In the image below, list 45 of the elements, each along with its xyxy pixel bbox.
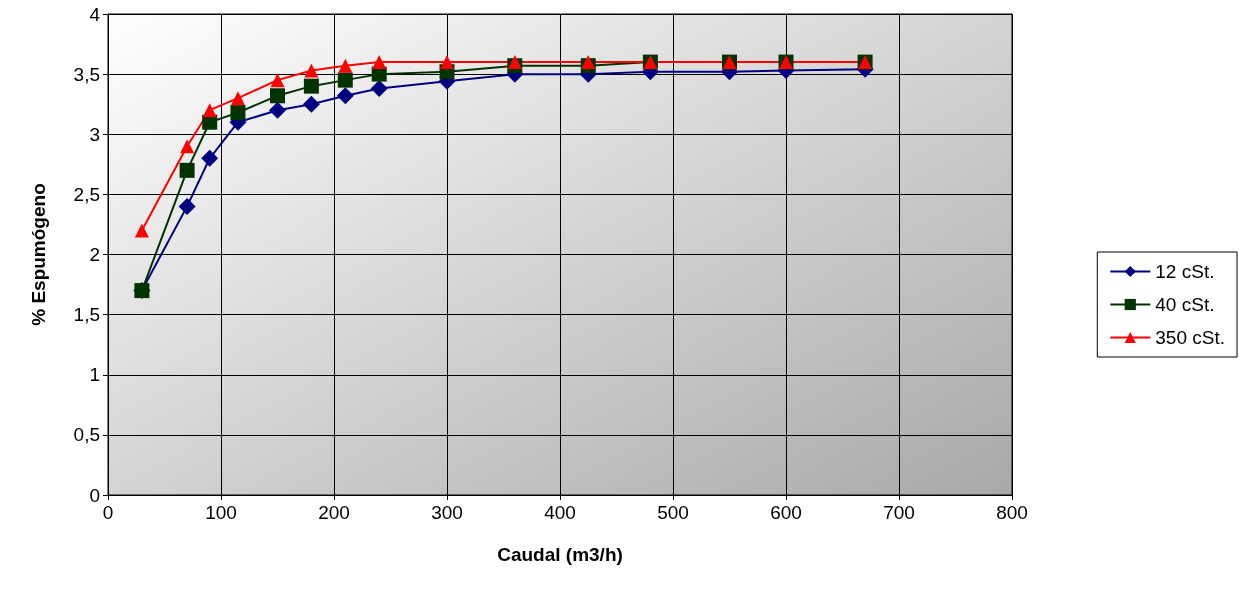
point: [202, 103, 217, 118]
y-tick-label: 0: [89, 484, 100, 506]
x-tick-label: 200: [318, 502, 350, 523]
x-tick-label: 500: [657, 502, 689, 523]
point: [336, 87, 354, 105]
y-tick-label: 3: [89, 123, 100, 145]
point: [178, 197, 196, 215]
y-tick-label: 2: [89, 244, 100, 265]
legend-label: 12 cSt.: [1155, 261, 1215, 282]
y-tick-label: 1: [89, 364, 100, 386]
y-tick-label: 2,5: [73, 183, 100, 205]
point: [230, 91, 245, 106]
legend-label: 350 cSt.: [1155, 327, 1226, 348]
point: [270, 73, 285, 88]
y-tick-label: 4: [89, 3, 101, 25]
point: [302, 95, 320, 113]
point: [269, 101, 286, 119]
point: [581, 55, 596, 70]
point: [180, 139, 195, 154]
y-tick-label: 3,5: [73, 63, 100, 85]
point: [134, 223, 149, 238]
point: [201, 149, 219, 167]
x-tick-label: 600: [770, 502, 802, 523]
point: [230, 105, 246, 121]
y-axis-title: % Espumógeno: [28, 183, 49, 326]
x-tick-label: 700: [883, 502, 915, 523]
point: [507, 55, 522, 70]
point: [338, 58, 353, 73]
point: [304, 63, 319, 78]
point: [370, 80, 388, 98]
x-tick-label: 400: [544, 502, 576, 523]
x-tick-label: 0: [102, 502, 114, 523]
y-tick-label: 0,5: [73, 424, 100, 446]
point: [440, 55, 454, 70]
legend-label: 40 cSt.: [1155, 294, 1215, 315]
y-tick-label: 1,5: [73, 304, 100, 326]
x-tick-label: 300: [431, 502, 463, 523]
x-axis-title: Caudal (m3/h): [497, 544, 623, 565]
x-tick-label: 100: [205, 502, 237, 523]
point: [303, 78, 319, 94]
point: [270, 88, 285, 104]
point: [372, 55, 387, 70]
x-tick-label: 800: [996, 502, 1028, 523]
point: [179, 162, 195, 178]
point: [337, 72, 353, 88]
